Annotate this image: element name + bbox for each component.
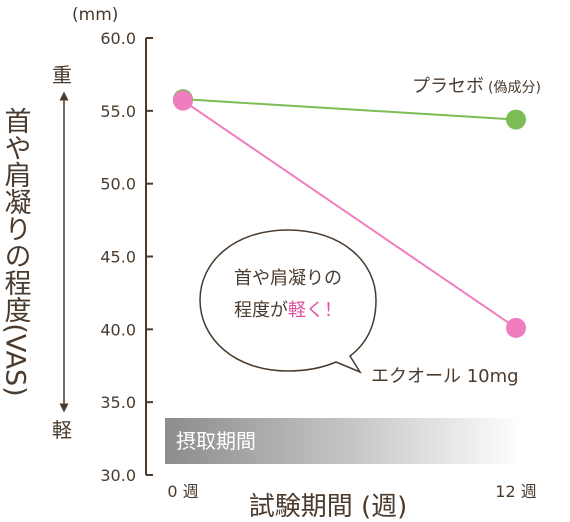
series-1-point-1: [506, 317, 526, 338]
callout-bubble: [199, 229, 377, 374]
y-tick-label: 60.0: [100, 29, 136, 48]
x-tick-label-0: 0 週: [167, 482, 198, 501]
series-label-placebo: プラセボ (偽成分): [412, 76, 541, 97]
callout-line-1: 首や肩凝りの: [234, 268, 342, 289]
x-tick-label-1: 12 週: [495, 482, 536, 501]
y-tick-label: 50.0: [100, 175, 136, 194]
scale-bottom-label: 軽: [52, 418, 72, 442]
x-axis-title: 試験期間 (週): [249, 492, 408, 522]
intake-period-label: 摂取期間: [176, 429, 256, 453]
y-axis-title: 首や肩凝りの程度(VAS): [0, 107, 31, 397]
series-label-equol: エクオール 10mg: [371, 366, 519, 387]
series-line-1: [182, 99, 517, 329]
series-1-point-0: [173, 90, 193, 111]
series-note-placebo: (偽成分): [488, 80, 541, 96]
unit-label: (mm): [72, 5, 118, 25]
series-name-placebo: プラセボ: [412, 76, 484, 97]
y-tick-label: 35.0: [100, 393, 136, 412]
y-tick-label: 30.0: [100, 466, 136, 485]
intake-period-band: [165, 418, 523, 464]
callout-emphasis: 軽く！: [288, 300, 342, 321]
y-tick-label: 40.0: [100, 320, 136, 339]
y-axis-ticks: 60.0 55.0 50.0 45.0 40.0 35.0 30.0: [100, 29, 153, 485]
callout-line-2: 程度が軽く！: [234, 300, 342, 321]
series-0-point-1: [506, 109, 526, 130]
scale-top-label: 重: [52, 63, 72, 87]
series-line-0: [182, 98, 517, 121]
y-tick-label: 45.0: [100, 248, 136, 267]
y-tick-label: 55.0: [100, 102, 136, 121]
callout-line-2-prefix: 程度が: [234, 300, 288, 321]
series-group: [173, 89, 526, 338]
